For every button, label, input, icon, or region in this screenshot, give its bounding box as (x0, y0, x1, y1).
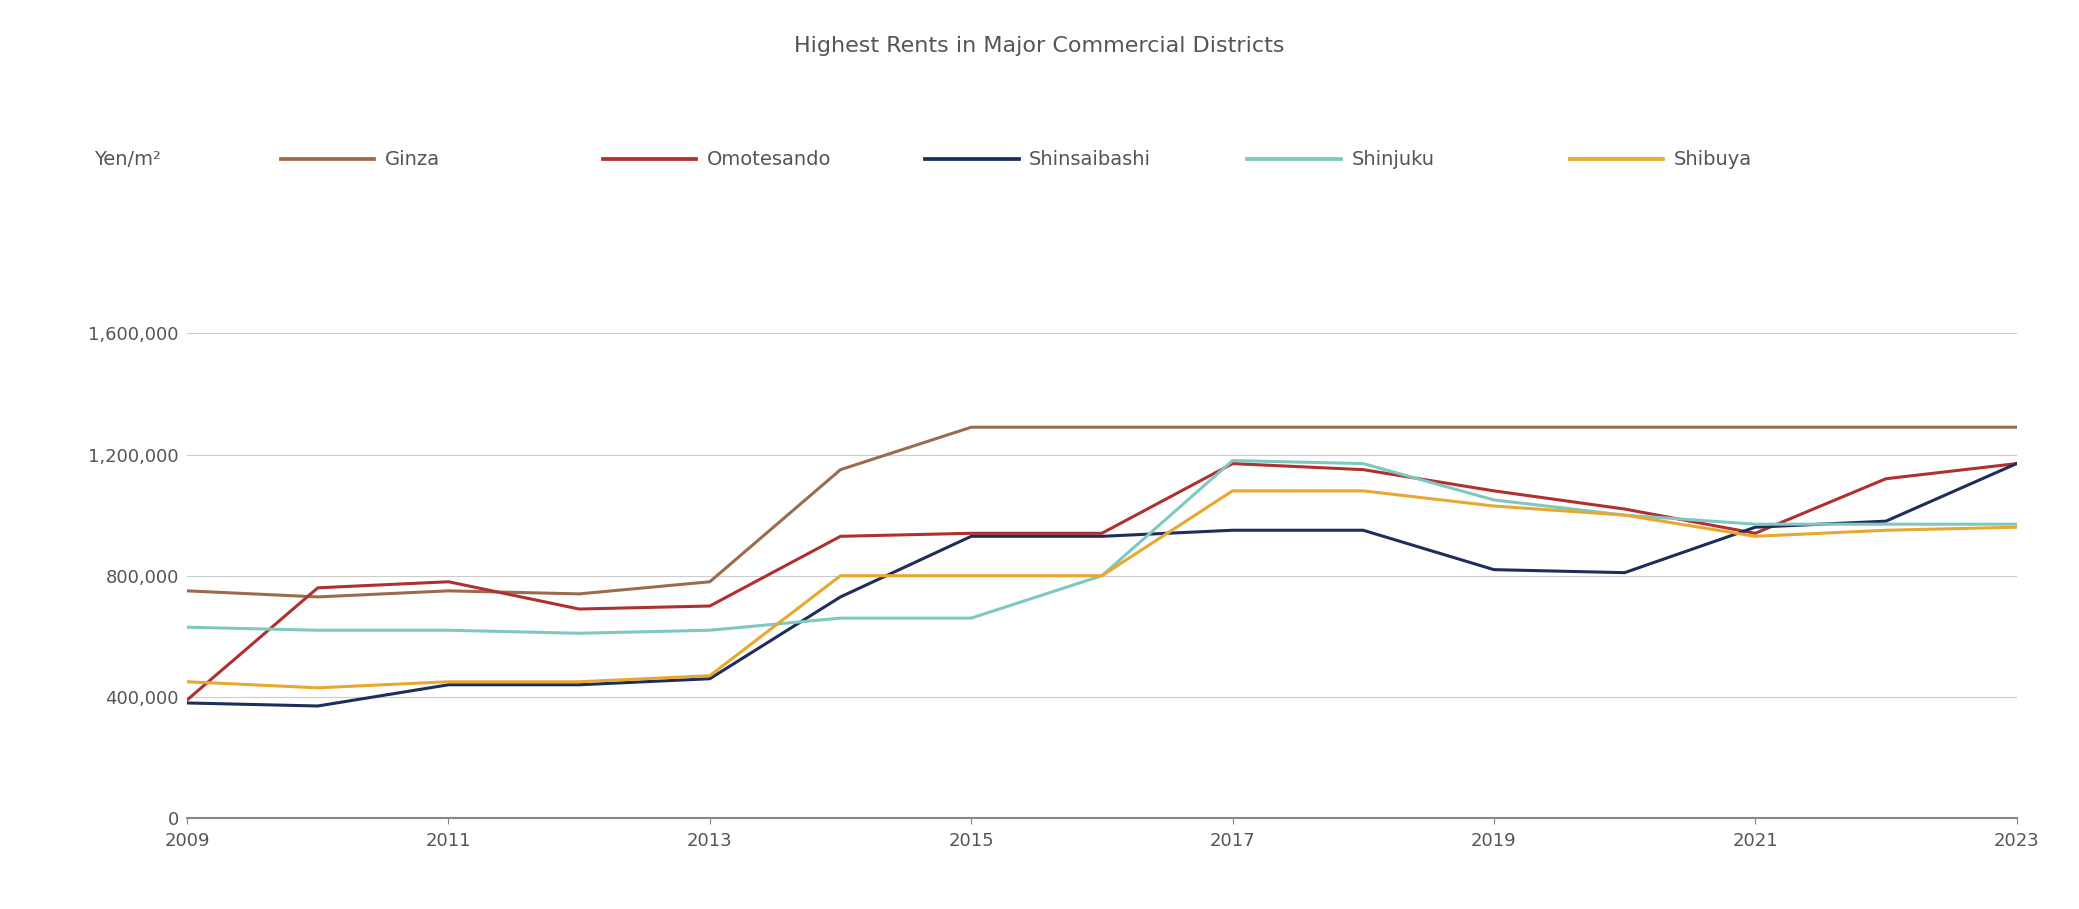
Shibuya (1873, 524, 1898, 535)
Ginza (1742, 422, 1767, 433)
Shibuya (1742, 531, 1767, 542)
Ginza (175, 585, 200, 596)
Omotesando (1611, 504, 1636, 514)
Shinsaibashi (175, 697, 200, 708)
Ginza (1482, 422, 1507, 433)
Omotesando (2004, 458, 2029, 469)
Text: Yen/m²: Yen/m² (94, 150, 160, 168)
Shinjuku (2004, 519, 2029, 530)
Shinsaibashi (1089, 531, 1114, 542)
Omotesando (437, 576, 462, 587)
Shibuya (306, 683, 331, 694)
Shinsaibashi (1611, 567, 1636, 578)
Ginza (1873, 422, 1898, 433)
Omotesando (696, 601, 721, 612)
Shinjuku (1873, 519, 1898, 530)
Omotesando (1351, 464, 1376, 475)
Shibuya (958, 570, 983, 581)
Shibuya (1351, 485, 1376, 496)
Omotesando (1089, 528, 1114, 539)
Text: Highest Rents in Major Commercial Districts: Highest Rents in Major Commercial Distri… (794, 36, 1285, 56)
Shinsaibashi (306, 701, 331, 712)
Line: Shinjuku: Shinjuku (187, 461, 2017, 634)
Ginza (958, 422, 983, 433)
Omotesando (306, 583, 331, 594)
Omotesando (1220, 458, 1245, 469)
Text: Shinjuku: Shinjuku (1351, 150, 1435, 168)
Shinsaibashi (958, 531, 983, 542)
Shinjuku (1611, 510, 1636, 521)
Shibuya (1089, 570, 1114, 581)
Line: Ginza: Ginza (187, 427, 2017, 597)
Shinsaibashi (437, 679, 462, 690)
Omotesando (1742, 528, 1767, 539)
Omotesando (958, 528, 983, 539)
Shinsaibashi (1742, 522, 1767, 533)
Shibuya (2004, 522, 2029, 533)
Shibuya (437, 676, 462, 687)
Shinsaibashi (1873, 515, 1898, 526)
Shinsaibashi (568, 679, 593, 690)
Shinjuku (437, 624, 462, 635)
Shinjuku (306, 624, 331, 635)
Shibuya (1220, 485, 1245, 496)
Shinsaibashi (827, 592, 852, 603)
Line: Shinsaibashi: Shinsaibashi (187, 464, 2017, 706)
Shinjuku (827, 613, 852, 624)
Ginza (827, 464, 852, 475)
Shinjuku (568, 628, 593, 639)
Shinjuku (1482, 494, 1507, 505)
Text: Shinsaibashi: Shinsaibashi (1029, 150, 1152, 168)
Shinjuku (1351, 458, 1376, 469)
Ginza (568, 588, 593, 599)
Shinsaibashi (1220, 524, 1245, 535)
Omotesando (175, 694, 200, 705)
Shinjuku (958, 613, 983, 624)
Shinjuku (1220, 455, 1245, 466)
Shibuya (1611, 510, 1636, 521)
Shibuya (568, 676, 593, 687)
Line: Omotesando: Omotesando (187, 464, 2017, 700)
Omotesando (1482, 485, 1507, 496)
Omotesando (568, 604, 593, 614)
Ginza (1611, 422, 1636, 433)
Shinjuku (1742, 519, 1767, 530)
Shibuya (827, 570, 852, 581)
Shibuya (1482, 501, 1507, 512)
Omotesando (827, 531, 852, 542)
Shinsaibashi (2004, 458, 2029, 469)
Shinsaibashi (1351, 524, 1376, 535)
Ginza (306, 592, 331, 603)
Shinjuku (696, 624, 721, 635)
Ginza (437, 585, 462, 596)
Shinjuku (175, 622, 200, 633)
Ginza (2004, 422, 2029, 433)
Line: Shibuya: Shibuya (187, 491, 2017, 688)
Shibuya (696, 670, 721, 681)
Ginza (1351, 422, 1376, 433)
Ginza (1220, 422, 1245, 433)
Ginza (1089, 422, 1114, 433)
Omotesando (1873, 474, 1898, 484)
Text: Omotesando: Omotesando (707, 150, 832, 168)
Text: Shibuya: Shibuya (1674, 150, 1753, 168)
Shinsaibashi (696, 674, 721, 684)
Ginza (696, 576, 721, 587)
Text: Ginza: Ginza (385, 150, 441, 168)
Shinjuku (1089, 570, 1114, 581)
Shinsaibashi (1482, 564, 1507, 575)
Shibuya (175, 676, 200, 687)
